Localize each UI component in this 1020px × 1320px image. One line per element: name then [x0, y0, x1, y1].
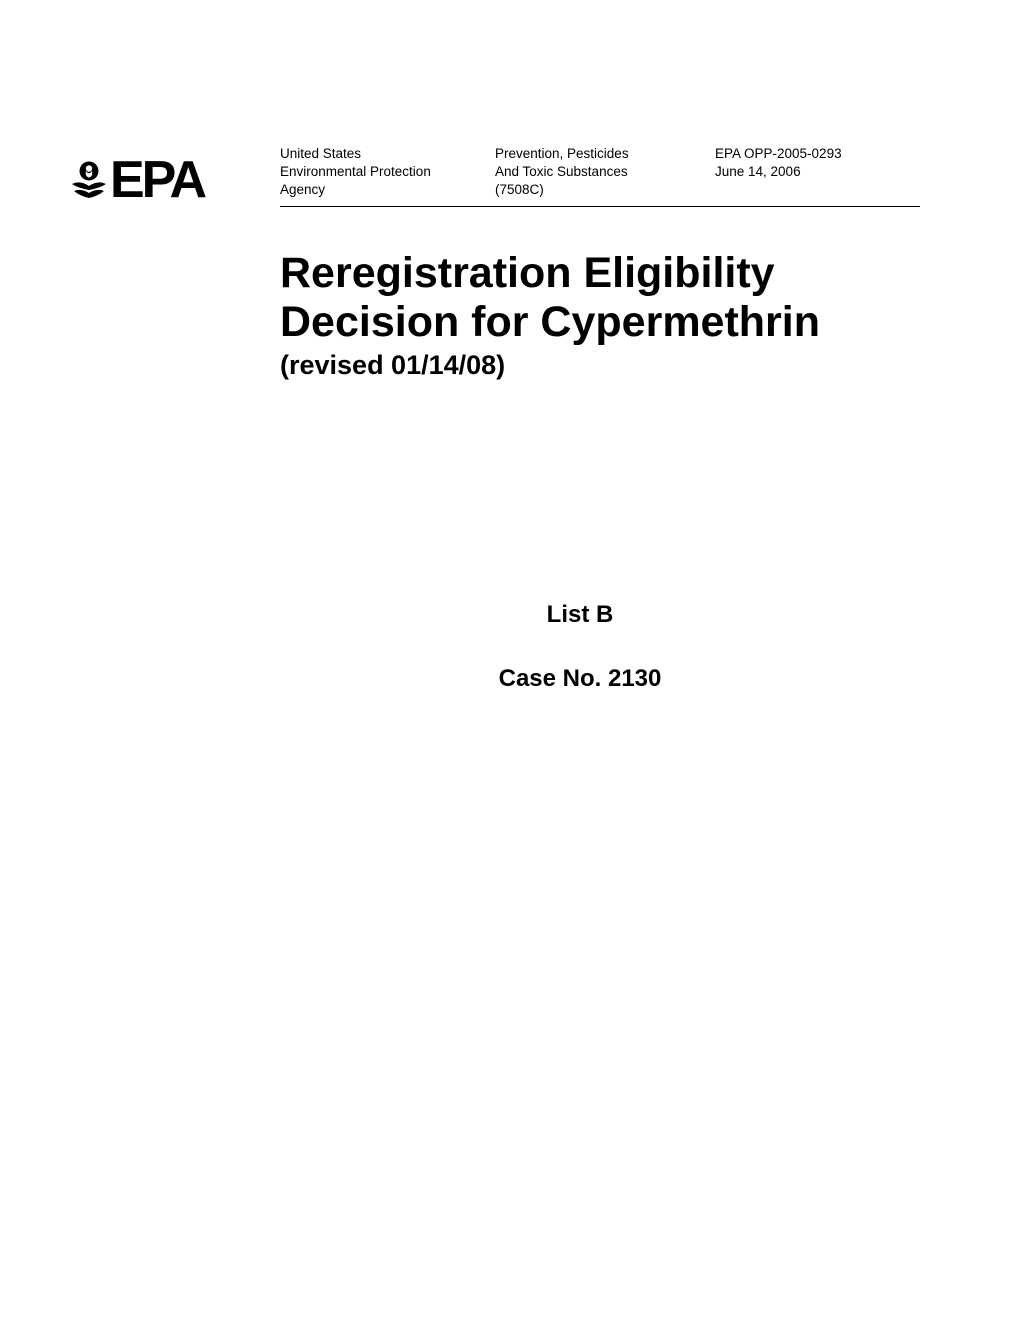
meta-line: (7508C)	[495, 181, 715, 199]
header-row: EPA United States Environmental Protecti…	[70, 145, 920, 693]
case-number: Case No. 2130	[280, 665, 880, 693]
meta-line: Agency	[280, 181, 495, 199]
epa-flower-icon	[70, 158, 108, 202]
meta-line: United States	[280, 145, 495, 163]
meta-line: And Toxic Substances	[495, 163, 715, 181]
meta-line: Environmental Protection	[280, 163, 495, 181]
document-subtitle: (revised 01/14/08)	[280, 350, 920, 381]
meta-line: June 14, 2006	[715, 163, 920, 181]
meta-docket: EPA OPP-2005-0293 June 14, 2006	[715, 145, 920, 200]
epa-logo-text: EPA	[110, 150, 204, 210]
document-title: Reregistration Eligibility Decision for …	[280, 249, 920, 348]
meta-row: United States Environmental Protection A…	[280, 145, 920, 206]
meta-agency: United States Environmental Protection A…	[280, 145, 495, 200]
mid-section: List B Case No. 2130	[280, 601, 920, 693]
document-page: EPA United States Environmental Protecti…	[0, 0, 1020, 693]
meta-line: Prevention, Pesticides	[495, 145, 715, 163]
logo-block: EPA	[70, 145, 280, 210]
content-block: United States Environmental Protection A…	[280, 145, 920, 693]
meta-line: EPA OPP-2005-0293	[715, 145, 920, 163]
meta-office: Prevention, Pesticides And Toxic Substan…	[495, 145, 715, 200]
header-divider	[280, 206, 920, 207]
list-label: List B	[280, 601, 880, 629]
epa-logo: EPA	[70, 150, 280, 210]
